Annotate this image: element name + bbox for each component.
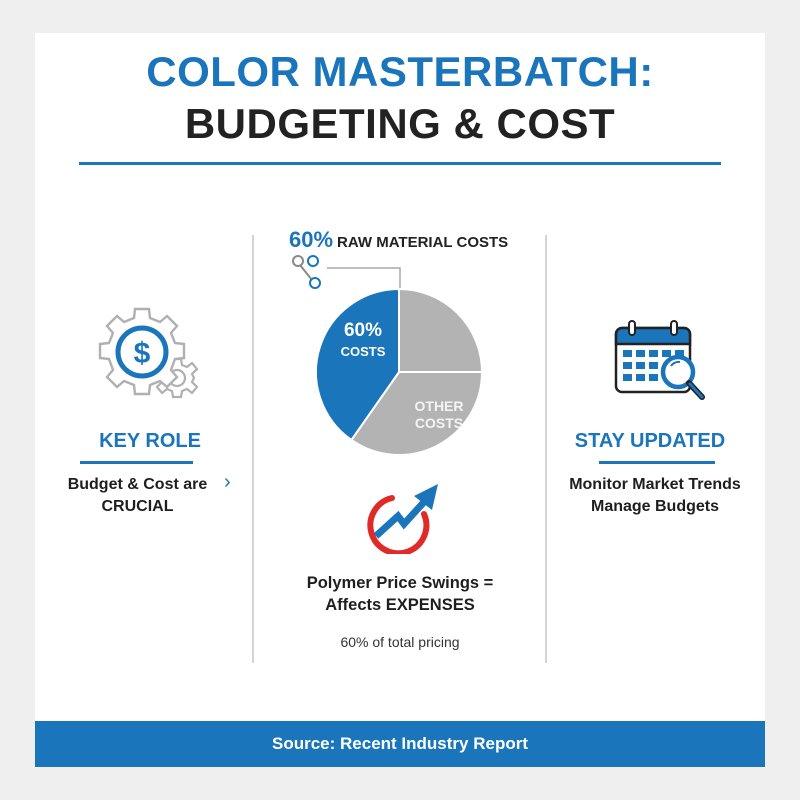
title-line-1: COLOR MASTERBATCH: bbox=[146, 48, 654, 95]
source-footer: Source: Recent Industry Report bbox=[35, 721, 765, 767]
pie-gray-label-line-1: OTHER bbox=[414, 398, 464, 414]
stay-updated-underline bbox=[599, 461, 715, 464]
pie-blue-text: COSTS bbox=[340, 344, 386, 359]
connected-nodes-icon bbox=[285, 250, 415, 295]
polymer-statement-line-1: Polymer Price Swings = bbox=[306, 574, 494, 592]
pie-gray-label: OTHER COSTS bbox=[400, 398, 478, 432]
stay-updated-text: Monitor Market Trends Manage Budgets bbox=[550, 474, 760, 518]
key-role-text: Budget & Cost are CRUCIAL bbox=[50, 474, 225, 518]
key-role-text-line-2: CRUCIAL bbox=[101, 498, 174, 515]
key-role-heading: KEY ROLE bbox=[99, 430, 201, 452]
pie-blue-label: 60% COSTS bbox=[330, 320, 396, 359]
pie-slice-raw-material bbox=[315, 287, 400, 442]
pricing-note: 60% of total pricing bbox=[340, 634, 460, 650]
cost-pie-chart bbox=[314, 287, 484, 457]
rising-arrow-circle-icon bbox=[362, 478, 452, 557]
stay-updated-text-line-2: Manage Budgets bbox=[590, 498, 719, 515]
pie-slice-other-lower bbox=[350, 371, 484, 456]
calendar-search-icon bbox=[614, 320, 714, 410]
polymer-statement-line-2: Affects EXPENSES bbox=[325, 596, 475, 614]
svg-text:$: $ bbox=[134, 337, 151, 370]
raw-material-percent: 60% bbox=[289, 227, 334, 252]
pie-gray-label-line-2: COSTS bbox=[414, 415, 464, 431]
pie-blue-percent: 60% bbox=[343, 320, 383, 341]
raw-material-callout: 60% RAW MATERIAL COSTS bbox=[289, 227, 508, 253]
raw-material-label: RAW MATERIAL COSTS bbox=[337, 234, 509, 251]
stay-updated-heading: STAY UPDATED bbox=[574, 430, 726, 452]
polymer-statement: Polymer Price Swings = Affects EXPENSES bbox=[280, 572, 520, 616]
stay-updated-text-line-1: Monitor Market Trends bbox=[569, 476, 741, 493]
key-role-text-line-1: Budget & Cost are bbox=[67, 476, 208, 493]
chevron-right-icon[interactable]: › bbox=[224, 471, 231, 493]
pie-slice-other-upper bbox=[398, 287, 484, 373]
key-role-underline bbox=[80, 461, 193, 464]
title-divider bbox=[79, 162, 721, 165]
gear-dollar-icon: $ bbox=[88, 303, 208, 413]
column-divider-right bbox=[545, 235, 547, 663]
column-divider-left bbox=[252, 235, 254, 663]
title-line-2: BUDGETING & COST bbox=[184, 100, 616, 147]
